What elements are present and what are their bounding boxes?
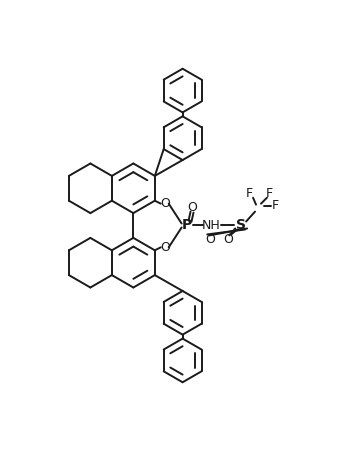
Text: O: O [160,197,170,210]
Text: P: P [182,219,192,233]
Text: S: S [236,219,246,233]
Text: F: F [266,187,273,200]
Text: O: O [223,233,233,246]
Text: NH: NH [202,219,221,232]
Text: O: O [160,241,170,254]
Text: O: O [205,233,215,246]
Text: F: F [271,199,279,212]
Text: F: F [246,187,253,200]
Text: O: O [188,201,198,214]
